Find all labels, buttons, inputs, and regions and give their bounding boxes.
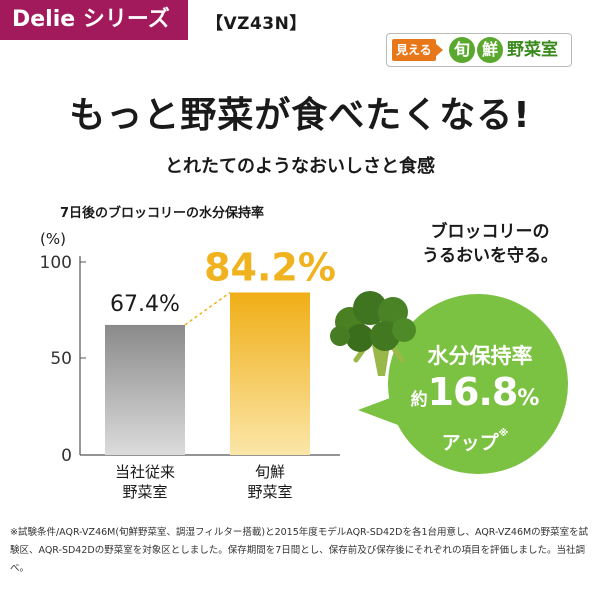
callout-line1: 水分保持率 [427,344,533,368]
callout-prefix: 約 [410,390,428,410]
series-badge: Delie シリーズ [0,0,188,40]
callout-percent: % [517,386,540,411]
category-label-line2: 野菜室 [122,483,168,501]
callout-note-mark: ※ [498,428,509,439]
model-number: 【VZ43N】 [206,14,307,34]
chart-title: 7日後のブロッコリーの水分保持率 [60,206,265,221]
brand-arrow-icon [435,43,443,57]
y-tick-label-50: 50 [50,349,72,369]
brand-kanji-2: 鮮 [477,37,503,63]
y-axis-unit: (%) [40,230,66,248]
headline: もっと野菜が食べたくなる! [69,95,531,136]
bar-conventional [105,324,185,455]
broccoli-icon [330,291,416,376]
category-label-conventional: 当社従来 野菜室 [95,462,195,502]
callout-up: アップ [441,432,499,454]
brand-logo: 見える 旬 鮮 野菜室 [386,33,572,67]
callout-heading: ブロッコリーの うるおいを守る。 [400,220,580,268]
bar-shunsen [230,292,310,455]
brand-pre-label: 見える [392,39,436,61]
y-tick-label-0: 0 [61,446,72,466]
callout-value: 16.8 [427,370,519,414]
y-tick-label-100: 100 [40,253,72,273]
category-label-line1: 当社従来 [114,463,175,481]
subheadline: とれたてのようなおいしさと食感 [165,156,435,177]
brand-post-label: 野菜室 [507,40,558,60]
callout-heading-line2: うるおいを守る。 [422,246,558,266]
category-label-shunsen: 旬鮮 野菜室 [220,462,320,502]
callout-bubble [388,294,568,474]
category-label-line1: 旬鮮 [254,463,285,481]
callout-heading-line1: ブロッコリーの [430,222,550,242]
bar-connector-line [184,291,231,326]
category-label-line2: 野菜室 [247,483,293,501]
brand-kanji-1: 旬 [449,37,475,63]
value-label-conventional: 67.4% [110,292,180,317]
value-label-shunsen: 84.2% [204,245,336,289]
callout-line3: アップ※ [400,428,550,455]
footnote: ※試験条件/AQR-VZ46M(旬鮮野菜室、調湿フィルター搭載)と2015年度モ… [10,527,589,574]
callout-pointer [358,395,398,425]
callout-value-line: 約16.8% [380,370,570,414]
